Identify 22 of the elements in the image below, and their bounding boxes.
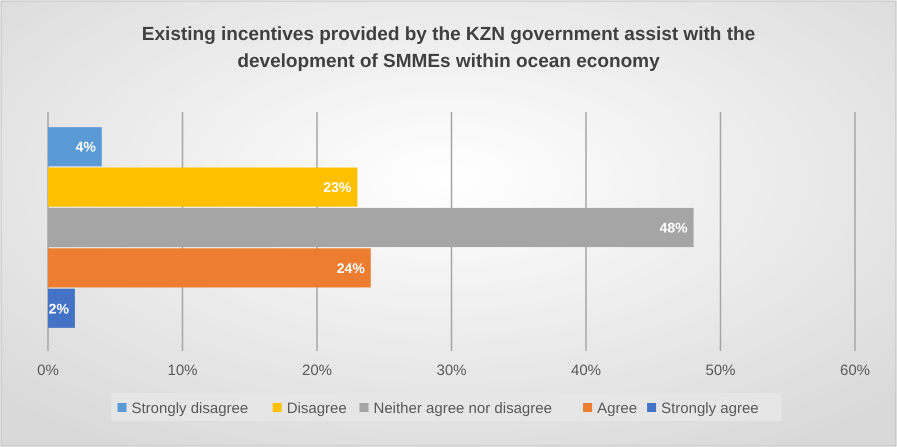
x-tick-label: 40% bbox=[570, 362, 602, 379]
data-label: 23% bbox=[323, 179, 352, 196]
x-tick-label: 50% bbox=[705, 362, 736, 379]
x-tick-label: 30% bbox=[436, 362, 467, 379]
legend-label: Disagree bbox=[286, 400, 347, 417]
legend-label: Agree bbox=[597, 400, 638, 417]
data-label: 48% bbox=[660, 220, 688, 236]
legend-label: Strongly agree bbox=[661, 400, 759, 417]
bar bbox=[48, 127, 102, 166]
data-label: 24% bbox=[336, 260, 366, 276]
bar bbox=[48, 248, 371, 288]
bar bbox=[48, 168, 358, 207]
bar bbox=[48, 288, 75, 328]
legend-label: Strongly disagree bbox=[132, 400, 248, 417]
data-label: 4% bbox=[76, 138, 96, 155]
legend-label: Neither agree nor disagree bbox=[374, 400, 552, 417]
x-tick-label: 20% bbox=[302, 362, 332, 379]
x-tick-label: 10% bbox=[167, 362, 198, 379]
data-label: 2% bbox=[48, 300, 70, 316]
x-tick-label: 60% bbox=[840, 362, 870, 379]
x-tick-label: 0% bbox=[37, 362, 59, 379]
chart-title: Existing incentives provided by the KZN government assist with the development of SMMEs within ocean economy bbox=[142, 24, 756, 72]
